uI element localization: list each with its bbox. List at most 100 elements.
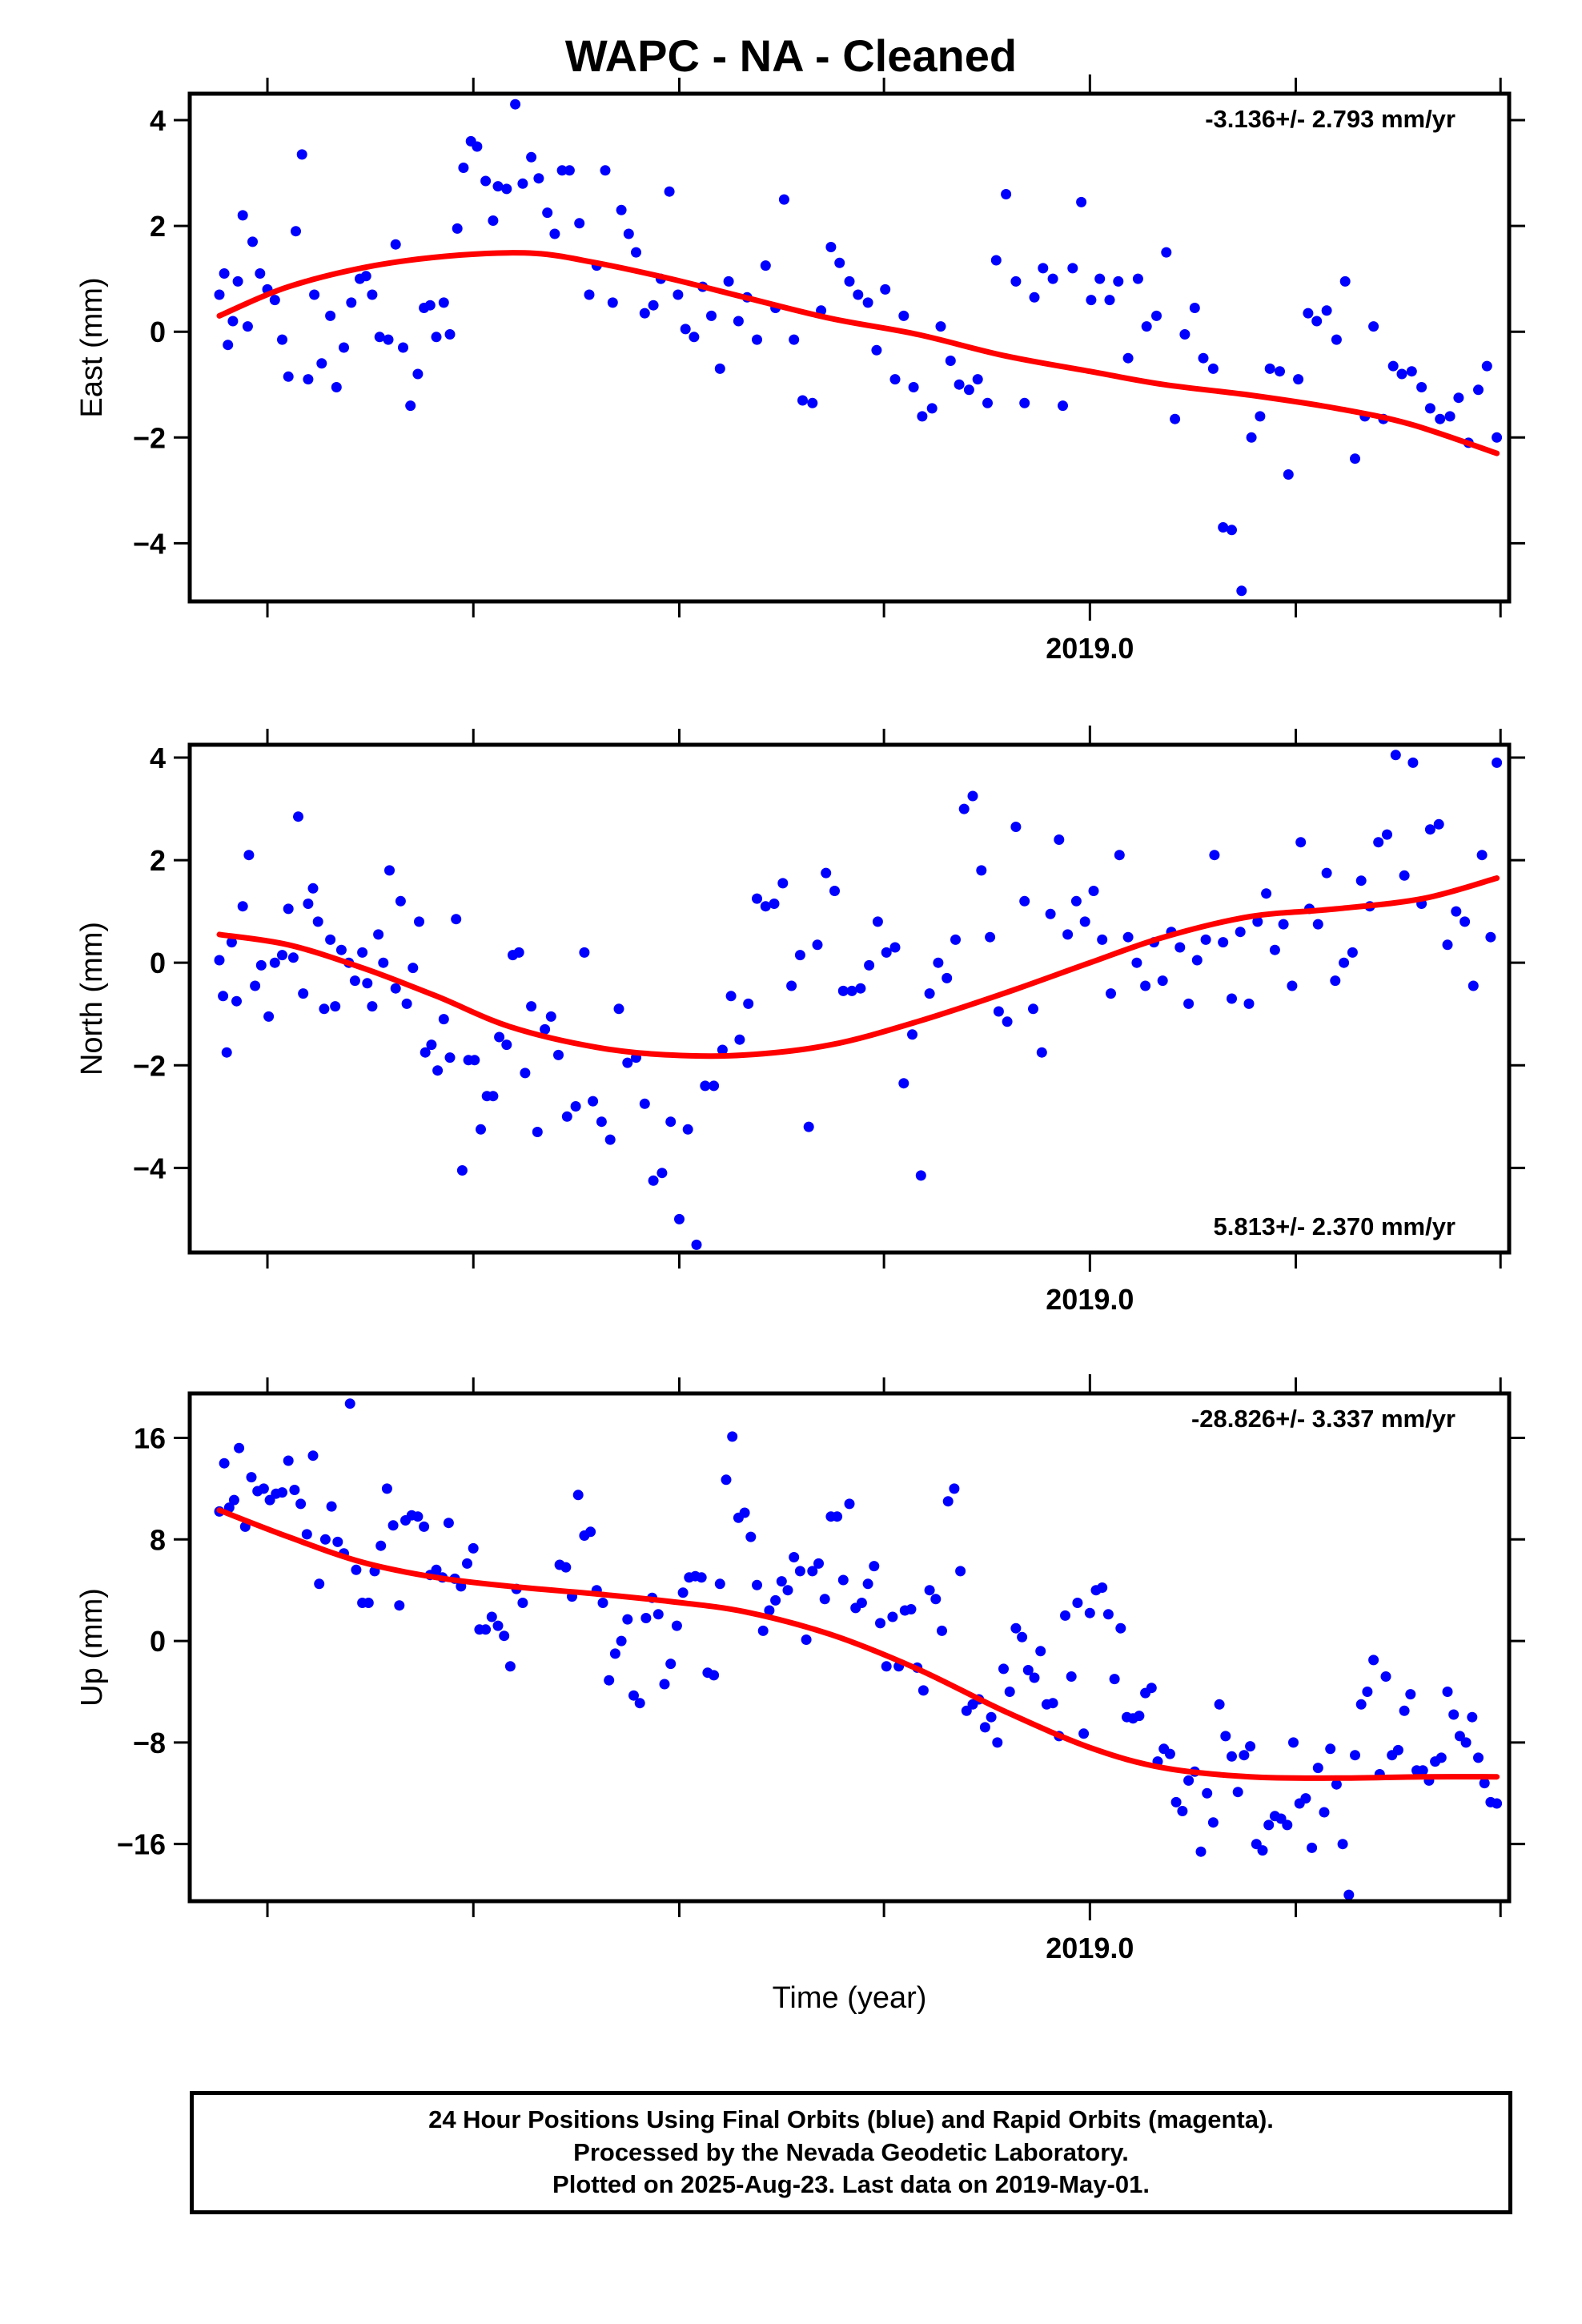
up-point [363,1598,374,1608]
east-point [542,207,553,219]
north-point [682,1124,693,1135]
up-point [1115,1622,1126,1634]
up-point [1047,1698,1058,1709]
up-point [739,1507,750,1518]
up-series [214,1398,1503,1900]
east-point [945,356,956,366]
up-point [979,1722,990,1733]
east-point [574,218,585,229]
east-point [1094,273,1106,284]
north-point [1227,993,1237,1004]
north-point [1433,818,1444,830]
north-point [872,916,883,927]
up-x-tick-label: 2019.0 [1046,1932,1134,1964]
north-point [269,957,280,968]
north-point [1451,906,1462,917]
up-point [949,1483,960,1494]
north-point [1218,937,1229,948]
north-point [312,916,323,927]
up-point [1307,1842,1318,1853]
east-point [255,268,266,279]
north-point [390,983,401,994]
up-point [462,1558,472,1569]
north-point [1191,955,1203,966]
up-point [1245,1741,1256,1752]
north-point [250,980,261,991]
up-point [307,1450,319,1462]
up-point [1232,1787,1243,1798]
north-point [881,947,892,958]
north-point [648,1175,659,1186]
east-point [1038,263,1049,274]
up-point [1164,1748,1175,1759]
east-point [673,289,684,300]
north-point [786,980,797,991]
up-point [813,1558,824,1569]
east-point [631,247,641,258]
north-point [1157,975,1168,987]
up-point [1102,1609,1114,1620]
east-point [1113,275,1124,287]
up-point [1479,1778,1490,1789]
east-point [778,194,789,205]
up-point [504,1661,516,1672]
east-point [564,165,575,176]
east-point [963,384,974,396]
up-point [696,1572,707,1583]
north-point [226,937,237,948]
north-point [1339,957,1350,968]
up-point [246,1472,257,1483]
east-point [723,275,734,287]
north-point [1252,916,1263,927]
up-point [837,1574,849,1586]
east-point [472,141,483,152]
up-point [314,1578,325,1590]
east-point [291,226,301,237]
up-point [992,1737,1003,1748]
north-point [1390,750,1401,761]
north-point [639,1098,650,1109]
up-point [998,1663,1009,1675]
footer-box: 24 Hour Positions Using Final Orbits (bl… [190,2091,1512,2214]
east-point [242,321,253,332]
north-point [367,1001,378,1012]
east-point [1076,196,1087,207]
north-point [674,1213,685,1224]
up-point [1380,1671,1391,1682]
north-point [373,929,384,940]
footer-line-3: Plotted on 2025-Aug-23. Last data on 201… [552,2170,1150,2199]
east-point [825,242,837,252]
up-y-axis-label: Up (mm) [75,1588,109,1707]
north-point [1399,870,1410,881]
north-point [752,893,762,904]
east-point [807,397,818,408]
north-point [837,985,849,996]
east-point [390,239,401,250]
east-point [269,295,280,306]
east-point [424,300,436,311]
up-point [1177,1806,1188,1816]
north-point [700,1080,711,1092]
up-point [1263,1819,1275,1831]
up-point [1467,1711,1478,1723]
up-point [295,1498,307,1510]
up-point [622,1614,633,1625]
east-y-tick-label: −4 [133,527,166,560]
north-point [357,947,368,958]
east-point [954,379,965,390]
east-frame [187,91,1512,604]
footer-line-2: Processed by the Nevada Geodetic Laborat… [573,2137,1129,2166]
north-point [1028,1003,1038,1015]
north-point [1200,934,1211,945]
east-point [277,334,287,345]
east-point [926,403,938,414]
east-point [1019,397,1030,408]
north-point [777,878,789,889]
east-point [232,275,243,287]
north-point [1407,757,1419,768]
up-point [628,1690,639,1701]
north-point [444,1052,456,1063]
up-point [1134,1711,1145,1722]
north-point [1269,944,1280,955]
up-point [887,1611,898,1622]
